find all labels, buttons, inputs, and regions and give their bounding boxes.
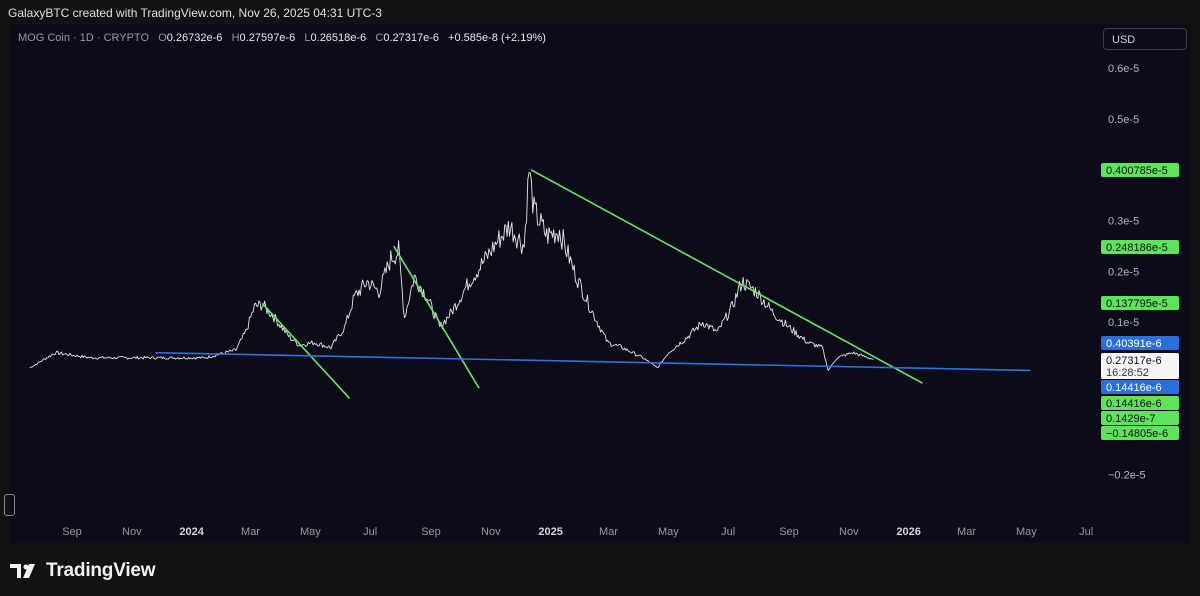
y-tick-label: 0.5e-5 (1108, 114, 1139, 126)
price-label-text: 0.400785e-5 (1106, 165, 1168, 177)
countdown-label: 16:28:52 (1106, 367, 1149, 379)
low-label: L (304, 32, 311, 44)
brand-name: TradingView (46, 560, 156, 581)
price-label-box (1101, 163, 1179, 177)
x-tick-label: Sep (62, 526, 82, 538)
x-tick-label: Sep (421, 526, 441, 538)
price-label-box (1101, 411, 1179, 425)
price-label-text: 0.40391e-6 (1106, 338, 1162, 350)
price-label-text: 0.14416e-6 (1106, 382, 1162, 394)
x-tick-label: Sep (779, 526, 799, 538)
x-tick-label: Mar (957, 526, 976, 538)
drawing-tool-handle[interactable] (4, 494, 15, 516)
y-tick-label: 0.2e-5 (1108, 266, 1139, 278)
low-value: 0.26518e-6 (310, 32, 367, 44)
x-tick-label: 2024 (179, 526, 204, 538)
y-tick-label: 0.3e-5 (1108, 216, 1139, 228)
currency-button[interactable]: USD (1103, 28, 1187, 50)
price-label-box (1101, 353, 1179, 379)
x-tick-label: Jul (721, 526, 735, 538)
x-tick-label: Nov (481, 526, 501, 538)
x-tick-label: May (1016, 526, 1037, 538)
price-label-box (1101, 380, 1179, 394)
price-label-text: 0.1429e-7 (1106, 413, 1156, 425)
price-label-text: −0.14805e-6 (1106, 428, 1168, 440)
x-tick-label: Nov (839, 526, 859, 538)
symbol-label: MOG Coin · 1D · CRYPTO (18, 32, 150, 44)
close-value: 0.27317e-6 (383, 32, 439, 44)
resistance-trendline[interactable] (530, 169, 923, 384)
x-tick-label: 2025 (538, 526, 562, 538)
open-label: O (158, 32, 167, 44)
change-value: +0.585e-8 (+2.19%) (448, 32, 546, 44)
chart-legend: MOG Coin · 1D · CRYPTO O0.26732e-6 H0.27… (18, 32, 546, 44)
x-tick-label: Nov (122, 526, 142, 538)
price-label-box (1101, 296, 1179, 310)
x-tick-label: May (300, 526, 321, 538)
price-label-box (1101, 240, 1179, 254)
x-tick-label: Jul (1079, 526, 1093, 538)
y-tick-label: 0.6e-5 (1108, 63, 1139, 75)
x-tick-label: Mar (241, 526, 260, 538)
price-label-text: 0.27317e-6 (1106, 355, 1162, 367)
close-label: C (375, 32, 384, 44)
high-label: H (231, 32, 240, 44)
price-label-text: 0.248186e-5 (1106, 242, 1168, 254)
price-line (29, 171, 874, 371)
tradingview-brand: TradingView (10, 560, 156, 582)
x-tick-label: Jul (363, 526, 377, 538)
x-tick-label: Mar (599, 526, 618, 538)
x-tick-label: 2026 (896, 526, 920, 538)
x-tick-label: May (658, 526, 679, 538)
resistance-trendline[interactable] (393, 245, 480, 389)
resistance-trendline[interactable] (261, 302, 351, 399)
price-label-box (1101, 426, 1179, 440)
y-tick-label: 0.1e-5 (1108, 317, 1139, 329)
chart-caption: GalaxyBTC created with TradingView.com, … (8, 6, 382, 20)
price-label-box (1101, 396, 1179, 410)
support-trendline[interactable] (155, 351, 1031, 372)
price-label-box (1101, 336, 1179, 350)
high-value: 0.27597e-6 (239, 32, 296, 44)
chart-panel[interactable] (9, 24, 1191, 543)
open-value: 0.26732e-6 (166, 32, 223, 44)
price-label-text: 0.14416e-6 (1106, 398, 1162, 410)
price-label-text: 0.137795e-5 (1106, 298, 1168, 310)
tradingview-logo-icon (10, 564, 35, 578)
y-tick-label: −0.2e-5 (1108, 470, 1146, 482)
